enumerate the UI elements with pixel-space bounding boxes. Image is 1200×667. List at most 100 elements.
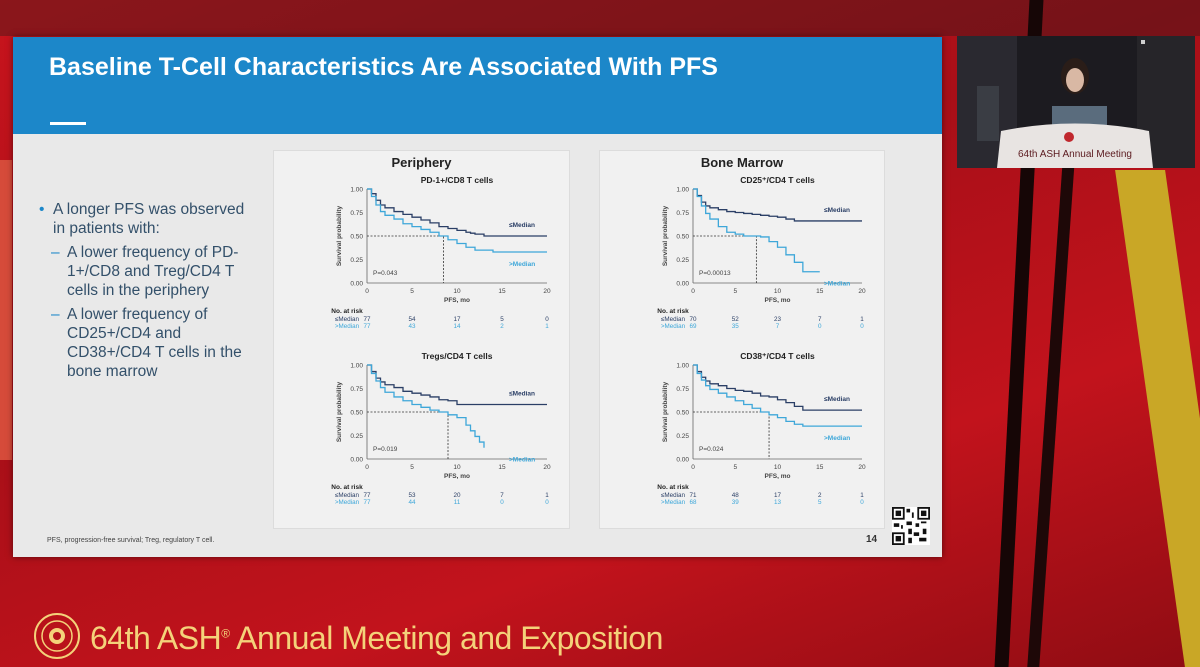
risk-value: 1 bbox=[545, 492, 549, 499]
p-value: P=0.00013 bbox=[699, 270, 731, 277]
risk-value: 5 bbox=[500, 316, 504, 323]
km-curve-below-median bbox=[367, 364, 547, 406]
presentation-slide: Baseline T-Cell Characteristics Are Asso… bbox=[13, 37, 942, 557]
risk-value: 7 bbox=[818, 316, 822, 323]
registered-mark: ® bbox=[221, 626, 230, 641]
banner-text-post: Annual Meeting and Exposition bbox=[229, 620, 663, 656]
y-tick-label: 0.00 bbox=[350, 457, 363, 464]
meeting-banner: 64th ASH® Annual Meeting and Exposition bbox=[90, 620, 663, 657]
y-axis-label: Survival probability bbox=[662, 381, 669, 442]
p-value: P=0.024 bbox=[699, 446, 724, 453]
chart-title: Tregs/CD4 T cells bbox=[422, 351, 493, 361]
risk-value: 1 bbox=[545, 323, 549, 330]
risk-value: 53 bbox=[408, 492, 416, 499]
y-tick-label: 0.25 bbox=[350, 257, 363, 264]
risk-value: 43 bbox=[408, 323, 416, 330]
km-curve-above-median bbox=[367, 188, 547, 253]
x-tick-label: 0 bbox=[365, 288, 369, 295]
y-tick-label: 0.25 bbox=[350, 433, 363, 440]
page-number: 14 bbox=[866, 534, 878, 545]
y-tick-label: 1.00 bbox=[676, 187, 689, 194]
risk-value: 0 bbox=[500, 499, 504, 506]
risk-row-label: >Median bbox=[335, 499, 360, 506]
risk-value: 0 bbox=[545, 499, 549, 506]
y-axis-label: Survival probability bbox=[336, 381, 343, 442]
risk-row-label: ≤Median bbox=[661, 492, 686, 499]
risk-value: 77 bbox=[363, 323, 371, 330]
x-axis-label: PFS, mo bbox=[444, 473, 470, 480]
km-curve-above-median bbox=[367, 364, 485, 448]
footnote: PFS, progression-free survival; Treg, re… bbox=[47, 537, 215, 544]
risk-value: 68 bbox=[689, 499, 697, 506]
bg-shard bbox=[0, 160, 12, 460]
qr-code-icon[interactable] bbox=[892, 507, 930, 545]
x-tick-label: 10 bbox=[453, 464, 461, 471]
series-label: ≤Median bbox=[824, 396, 850, 403]
risk-value: 69 bbox=[689, 323, 697, 330]
risk-value: 0 bbox=[818, 323, 822, 330]
series-label: ≤Median bbox=[509, 222, 535, 229]
y-tick-label: 0.50 bbox=[676, 410, 689, 417]
risk-value: 5 bbox=[818, 499, 822, 506]
bg-shard bbox=[1115, 170, 1200, 667]
periphery-title: Periphery bbox=[391, 155, 452, 170]
x-tick-label: 0 bbox=[365, 464, 369, 471]
km-curve-below-median bbox=[367, 188, 547, 237]
risk-value: 0 bbox=[545, 316, 549, 323]
risk-table-header: No. at risk bbox=[331, 308, 363, 315]
sub-bullet-bone-marrow: A lower frequency of CD25+/CD4 and CD38+… bbox=[37, 305, 257, 381]
banner-text-pre: 64th ASH bbox=[90, 620, 222, 656]
x-tick-label: 0 bbox=[691, 288, 695, 295]
chart-title: CD38⁺/CD4 T cells bbox=[740, 351, 815, 361]
y-tick-label: 0.75 bbox=[676, 386, 689, 393]
risk-value: 11 bbox=[454, 499, 461, 506]
chart-cd38-cd4: CD38⁺/CD4 T cells 0.00 0.25 0.50 0.75 1.00 0 5 1… bbox=[657, 351, 866, 506]
ash-logo-icon bbox=[34, 613, 80, 659]
risk-value: 39 bbox=[732, 499, 740, 506]
chart-cd25-cd4: CD25⁺/CD4 T cells 0.00 0.25 0.50 0.75 1.00 0 5 1… bbox=[657, 175, 866, 330]
series-label: ≤Median bbox=[509, 390, 535, 397]
y-tick-label: 0.00 bbox=[676, 281, 689, 288]
risk-value: 17 bbox=[774, 492, 782, 499]
y-tick-label: 1.00 bbox=[350, 187, 363, 194]
y-tick-label: 1.00 bbox=[676, 363, 689, 370]
x-tick-label: 5 bbox=[733, 464, 737, 471]
risk-row-label: ≤Median bbox=[661, 316, 686, 323]
risk-value: 2 bbox=[500, 323, 504, 330]
p-value: P=0.019 bbox=[373, 446, 398, 453]
bone-marrow-title: Bone Marrow bbox=[700, 155, 784, 170]
y-tick-label: 0.75 bbox=[676, 210, 689, 217]
risk-table-header: No. at risk bbox=[657, 484, 689, 491]
risk-value: 23 bbox=[774, 316, 782, 323]
risk-value: 35 bbox=[732, 323, 740, 330]
risk-value: 0 bbox=[860, 323, 864, 330]
x-axis-label: PFS, mo bbox=[764, 473, 790, 480]
km-curve-above-median bbox=[693, 188, 820, 273]
series-label: >Median bbox=[824, 281, 850, 288]
km-curve-below-median bbox=[693, 364, 862, 411]
risk-value: 1 bbox=[860, 316, 864, 323]
risk-value: 48 bbox=[732, 492, 740, 499]
median-reference-line bbox=[367, 235, 444, 283]
p-value: P=0.043 bbox=[373, 270, 398, 277]
x-tick-label: 10 bbox=[774, 464, 782, 471]
x-tick-label: 0 bbox=[691, 464, 695, 471]
risk-value: 13 bbox=[774, 499, 782, 506]
y-tick-label: 0.75 bbox=[350, 210, 363, 217]
risk-value: 54 bbox=[408, 316, 416, 323]
risk-table-header: No. at risk bbox=[331, 484, 363, 491]
podium-text: 64th ASH Annual Meeting bbox=[1018, 149, 1132, 160]
x-tick-label: 5 bbox=[733, 288, 737, 295]
risk-value: 77 bbox=[363, 499, 371, 506]
x-tick-label: 5 bbox=[410, 464, 414, 471]
x-axis-label: PFS, mo bbox=[764, 297, 790, 304]
risk-value: 17 bbox=[453, 316, 461, 323]
x-tick-label: 10 bbox=[774, 288, 782, 295]
series-label: ≤Median bbox=[824, 207, 850, 214]
x-tick-label: 20 bbox=[858, 464, 866, 471]
risk-value: 20 bbox=[453, 492, 461, 499]
bullet-list: A longer PFS was observed in patients wi… bbox=[37, 200, 257, 381]
y-tick-label: 1.00 bbox=[350, 363, 363, 370]
periphery-panel: Periphery PD-1+/CD8 T cells 0.00 0.25 0.50 0… bbox=[273, 150, 570, 529]
bullet-main: A longer PFS was observed in patients wi… bbox=[37, 200, 257, 238]
